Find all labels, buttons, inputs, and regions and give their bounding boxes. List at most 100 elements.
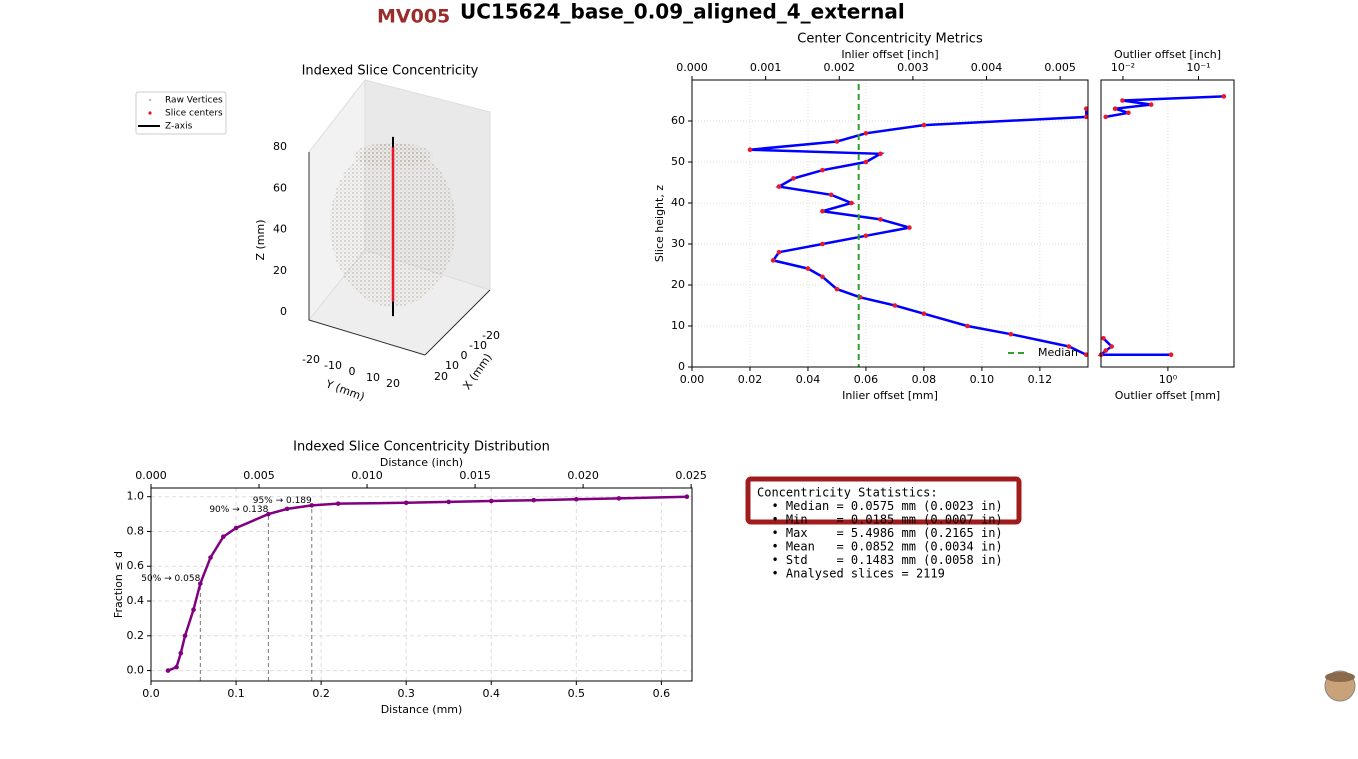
data-point bbox=[574, 497, 579, 502]
data-point bbox=[776, 249, 782, 255]
data-point bbox=[1120, 98, 1125, 103]
y-tick-label: -20 bbox=[302, 353, 320, 366]
x-tick-label: 0.0 bbox=[142, 687, 160, 700]
x2-tick-label: 0.020 bbox=[567, 469, 599, 482]
data-point bbox=[616, 496, 622, 501]
legend-swatch bbox=[148, 98, 152, 102]
x2-tick-label: 0.005 bbox=[243, 469, 275, 482]
y-tick-label: 0 bbox=[349, 365, 356, 378]
stats-line: • Mean = 0.0852 mm (0.0034 in) bbox=[757, 540, 1003, 554]
z-tick-label: 40 bbox=[273, 223, 287, 236]
x-tick-label: 10 bbox=[445, 359, 459, 372]
x2-tick-label: 10⁻² bbox=[1111, 61, 1135, 74]
legend-frame bbox=[135, 91, 227, 135]
data-point bbox=[1066, 344, 1072, 349]
data-point bbox=[834, 139, 840, 144]
y-tick-label: 0.4 bbox=[127, 594, 145, 607]
x2-tick-label: 0.005 bbox=[1044, 61, 1076, 74]
data-point bbox=[198, 581, 203, 586]
data-point bbox=[907, 225, 912, 230]
x-tick-label: 0.06 bbox=[854, 373, 879, 386]
x-tick-label: 0.02 bbox=[738, 373, 763, 386]
x2-tick-label: 0.002 bbox=[824, 61, 856, 74]
x-tick-label: -20 bbox=[482, 329, 500, 342]
data-point bbox=[335, 501, 341, 506]
axis-line bbox=[424, 289, 491, 356]
data-point bbox=[892, 303, 898, 308]
data-point bbox=[221, 534, 226, 539]
data-point bbox=[1221, 94, 1227, 99]
data-point bbox=[165, 668, 171, 673]
data-point bbox=[182, 633, 188, 639]
data-point bbox=[863, 159, 869, 165]
data-point bbox=[1103, 348, 1108, 353]
data-point bbox=[1126, 110, 1131, 116]
x-tick-label: -10 bbox=[469, 339, 487, 352]
data-point bbox=[233, 525, 239, 531]
stats-line: • Median = 0.0575 mm (0.0023 in) bbox=[757, 499, 1003, 513]
chart-title: Indexed Slice Concentricity Distribution bbox=[293, 440, 550, 455]
y-tick-label: 30 bbox=[671, 237, 685, 250]
data-point bbox=[1008, 331, 1014, 337]
x-tick-label: 0.00 bbox=[680, 373, 705, 386]
data-point bbox=[849, 200, 854, 206]
x2-axis-label: Distance (inch) bbox=[380, 456, 463, 469]
data-point bbox=[820, 208, 825, 214]
stats-line: Concentricity Statistics: bbox=[757, 486, 938, 500]
data-point bbox=[531, 497, 537, 503]
x-tick-label: 0.5 bbox=[568, 687, 586, 700]
data-point bbox=[863, 233, 869, 239]
plot-area bbox=[1101, 80, 1234, 367]
data-point bbox=[1112, 106, 1118, 111]
z-tick-label: 0 bbox=[280, 305, 287, 318]
data-point bbox=[284, 506, 290, 512]
annotation: 90% → 0.138 bbox=[209, 505, 268, 515]
x-axis-label: Inlier offset [mm] bbox=[842, 389, 938, 402]
data-point bbox=[820, 274, 825, 280]
plot-frame bbox=[1100, 79, 1235, 368]
y-axis-label: Y (mm) bbox=[323, 377, 366, 403]
data-point bbox=[805, 266, 811, 271]
y-tick-label: 0.8 bbox=[127, 524, 145, 537]
data-point bbox=[1109, 344, 1114, 349]
x-tick-label: 20 bbox=[434, 370, 448, 383]
stats-line: • Analysed slices = 2119 bbox=[757, 567, 945, 581]
x2-tick-label: 0.015 bbox=[459, 469, 491, 482]
x2-tick-label: 0.004 bbox=[971, 61, 1003, 74]
x2-axis-label: Inlier offset [inch] bbox=[841, 48, 938, 61]
stats-line: • Std = 0.1483 mm (0.0058 in) bbox=[757, 553, 1003, 567]
x2-tick-label: 0.001 bbox=[750, 61, 782, 74]
data-point bbox=[684, 494, 690, 499]
y-tick-label: 40 bbox=[671, 196, 685, 209]
data-point bbox=[820, 167, 825, 173]
data-point bbox=[770, 258, 776, 263]
data-point bbox=[828, 192, 834, 198]
page-title: UC15624_base_0.09_aligned_4_external bbox=[460, 0, 905, 24]
x2-tick-label: 0.010 bbox=[351, 469, 383, 482]
y-tick-label: 0.6 bbox=[127, 559, 145, 572]
data-point bbox=[820, 241, 825, 247]
legend-label: Z-axis bbox=[165, 122, 193, 132]
y-axis-label: Fraction ≤ d bbox=[112, 551, 125, 618]
legend-label: Median bbox=[1038, 346, 1078, 359]
highlight-box bbox=[745, 476, 1022, 525]
series-line bbox=[749, 108, 1088, 356]
x2-tick-label: 0.003 bbox=[897, 61, 929, 74]
legend-swatch bbox=[148, 111, 152, 115]
data-point bbox=[1101, 336, 1106, 341]
z-tick-label: 20 bbox=[273, 264, 287, 277]
x-tick-label: 0.3 bbox=[397, 687, 415, 700]
data-point bbox=[191, 607, 196, 613]
y-tick-label: 0.0 bbox=[127, 664, 145, 677]
plot-area bbox=[692, 80, 1088, 367]
data-point bbox=[208, 555, 213, 560]
y-tick-label: 20 bbox=[671, 278, 685, 291]
y-tick-label: 0 bbox=[678, 360, 685, 373]
y-tick-label: 20 bbox=[386, 377, 400, 390]
data-point bbox=[178, 650, 184, 656]
data-point bbox=[1083, 114, 1089, 120]
data-point bbox=[1148, 102, 1154, 107]
data-point bbox=[878, 217, 883, 222]
data-point bbox=[309, 503, 315, 508]
